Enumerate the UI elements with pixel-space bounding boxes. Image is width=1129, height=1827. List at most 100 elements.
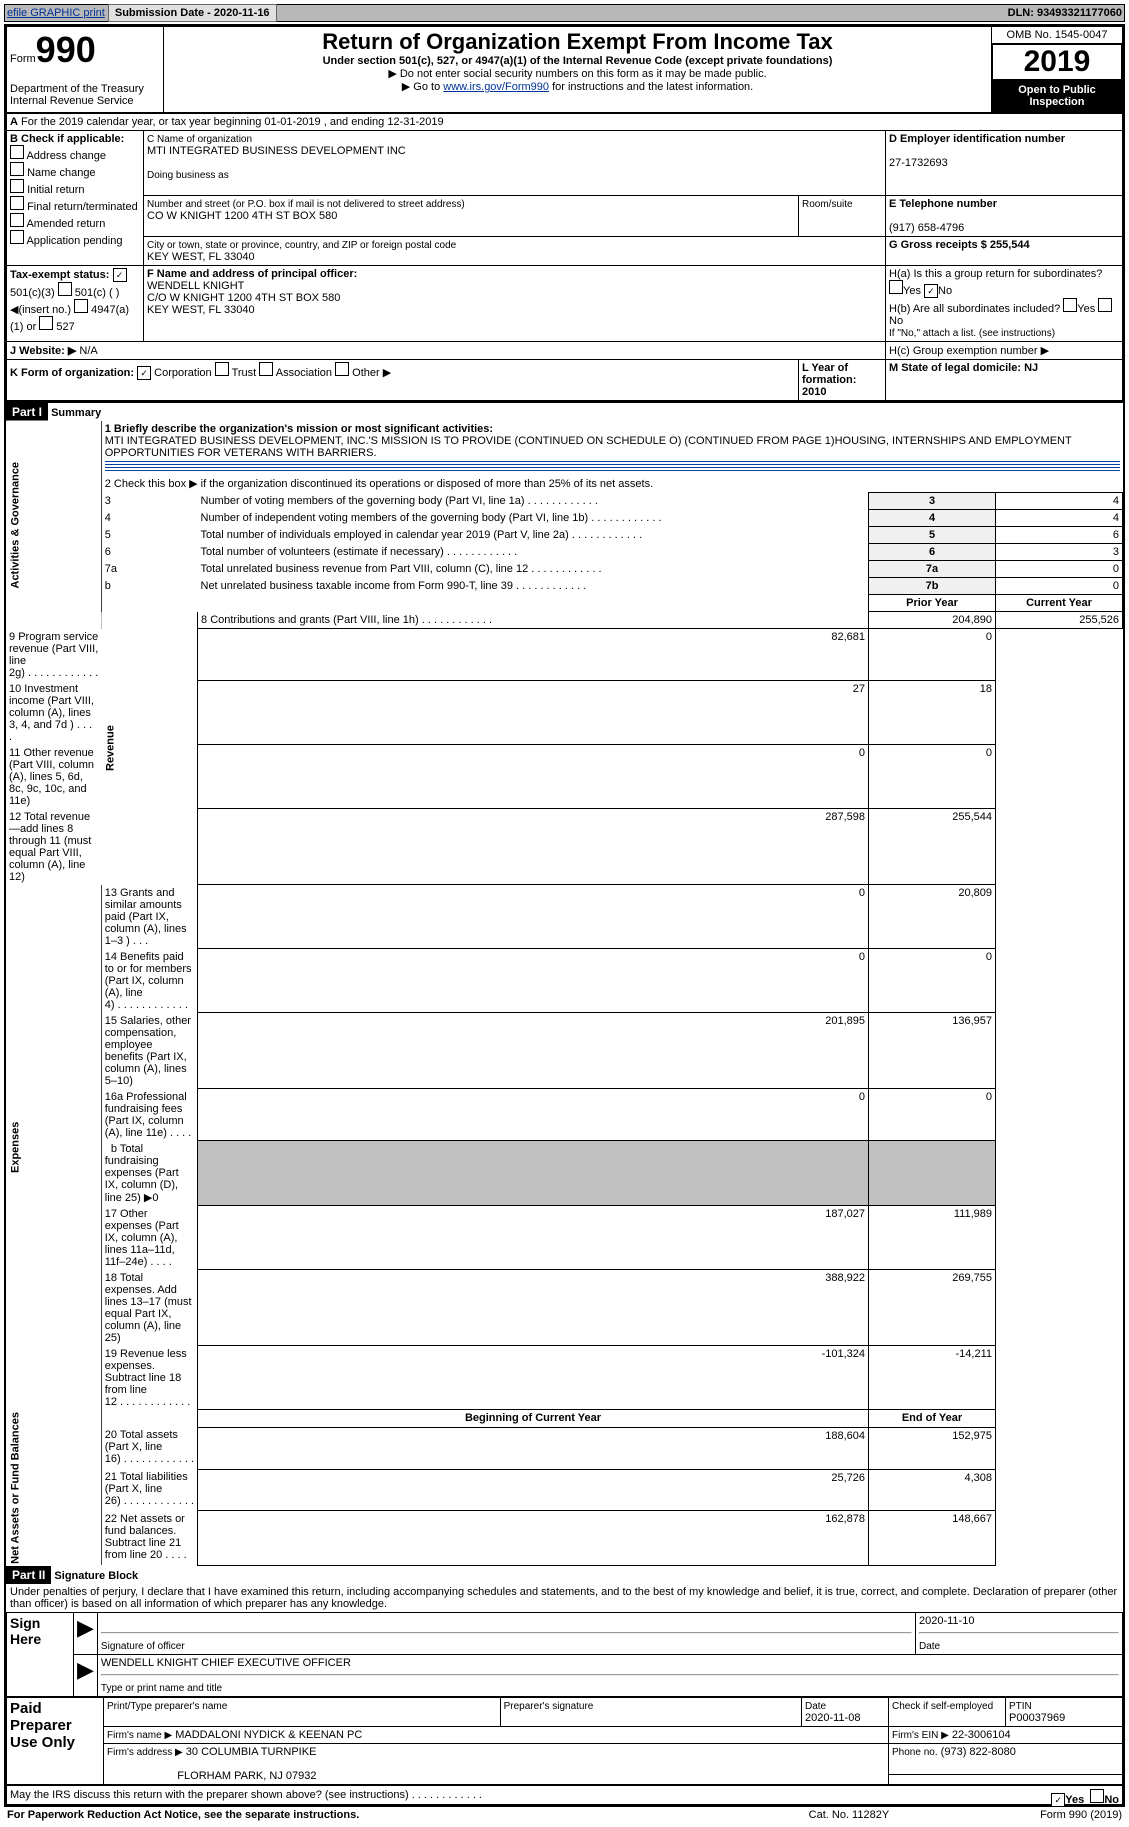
row-9-cy: 0 [869, 629, 996, 681]
row-16b-text: Total fundraising expenses (Part IX, col… [105, 1143, 179, 1204]
row-14-py: 0 [198, 949, 869, 1013]
row-12-py: 287,598 [198, 809, 869, 885]
row-11-cy: 0 [869, 745, 996, 809]
row-13-cy: 20,809 [869, 885, 996, 949]
row-18-text: Total expenses. Add lines 13–17 (must eq… [105, 1272, 192, 1344]
tax-year: 2019 [992, 44, 1122, 80]
chk-other[interactable] [335, 362, 349, 376]
sign-here-lbl: Sign Here [7, 1612, 74, 1696]
box-b-hdr: B Check if applicable: [10, 133, 124, 145]
efile-link[interactable]: efile GRAPHIC print [7, 7, 105, 19]
box-m-lbl: M State of legal domicile: NJ [889, 362, 1038, 374]
dln-label: DLN: 93493321177060 [1008, 7, 1122, 19]
no-ssn-note: ▶ Do not enter social security numbers o… [167, 67, 988, 80]
chk-name[interactable] [10, 162, 24, 176]
ha-no[interactable]: ✓ [924, 284, 938, 298]
officer-addr2: KEY WEST, FL 33040 [147, 304, 255, 316]
date-lbl: Date [919, 1641, 940, 1652]
init-return-lbl: Initial return [27, 184, 84, 196]
row-7b-nb: 7b [869, 578, 996, 595]
part1-title: Summary [51, 407, 101, 419]
row-9-py: 82,681 [198, 629, 869, 681]
row-5-text: Total number of individuals employed in … [198, 527, 869, 544]
form-container: Form990 Department of the Treasury Inter… [4, 24, 1125, 1807]
chk-501c[interactable] [58, 282, 72, 296]
firm-addr1: 30 COLUMBIA TURNPIKE [186, 1746, 317, 1758]
hb-note: If "No," attach a list. (see instruction… [889, 328, 1055, 339]
row-18-py: 388,922 [198, 1270, 869, 1346]
officer-name: WENDELL KNIGHT [147, 280, 244, 292]
top-bar: efile GRAPHIC print Submission Date - 20… [4, 4, 1125, 22]
q2-text: 2 Check this box ▶ if the organization d… [101, 475, 1122, 493]
prep-sig-lbl: Preparer's signature [504, 1701, 594, 1712]
paid-prep-hdr: Paid Preparer Use Only [7, 1697, 104, 1784]
chk-amend[interactable] [10, 213, 24, 227]
chk-app[interactable] [10, 230, 24, 244]
chk-trust[interactable] [215, 362, 229, 376]
firm-ein-lbl: Firm's EIN ▶ [892, 1730, 949, 1741]
hb-no[interactable] [1098, 298, 1112, 312]
row-13-py: 0 [198, 885, 869, 949]
chk-527[interactable] [39, 316, 53, 330]
room-lbl: Room/suite [802, 199, 853, 210]
submission-date-btn[interactable]: Submission Date - 2020-11-16 [108, 4, 277, 22]
irs-link[interactable]: www.irs.gov/Form990 [443, 81, 549, 93]
row-6-text: Total number of volunteers (estimate if … [198, 544, 869, 561]
row-8-py: 204,890 [869, 612, 996, 629]
ha-yes[interactable] [889, 280, 903, 294]
end-year-hdr: End of Year [869, 1410, 996, 1428]
501c3-lbl: 501(c)(3) [10, 287, 55, 299]
form-subtitle: Under section 501(c), 527, or 4947(a)(1)… [167, 55, 988, 67]
omb-label: OMB No. 1545-0047 [992, 27, 1122, 44]
irs-label: Internal Revenue Service [10, 95, 134, 107]
chk-501c3[interactable]: ✓ [113, 268, 127, 282]
row-21-cy: 4,308 [869, 1469, 996, 1511]
header-table: Form990 Department of the Treasury Inter… [6, 26, 1123, 113]
row-17-text: Other expenses (Part IX, column (A), lin… [105, 1208, 179, 1268]
sig-officer-lbl: Signature of officer [101, 1641, 185, 1652]
firm-name-lbl: Firm's name ▶ [107, 1730, 172, 1741]
discuss-no[interactable] [1090, 1789, 1104, 1803]
chk-init[interactable] [10, 179, 24, 193]
chk-4947[interactable] [74, 299, 88, 313]
row-14-text: Benefits paid to or for members (Part IX… [105, 951, 192, 1011]
row-7b-val: 0 [996, 578, 1123, 595]
street-lbl: Number and street (or P.O. box if mail i… [147, 199, 465, 210]
chk-assoc[interactable] [259, 362, 273, 376]
form-number: 990 [36, 29, 96, 70]
row-19-py: -101,324 [198, 1346, 869, 1410]
form-title: Return of Organization Exempt From Incom… [167, 29, 988, 55]
row-19-cy: -14,211 [869, 1346, 996, 1410]
row-20-cy: 152,975 [869, 1427, 996, 1469]
curr-year-hdr: Current Year [996, 595, 1123, 612]
officer-typed-name: WENDELL KNIGHT CHIEF EXECUTIVE OFFICER [101, 1657, 351, 1669]
box-c-lbl: C Name of organization [147, 134, 252, 145]
row-10-cy: 18 [869, 681, 996, 745]
row-5-val: 6 [996, 527, 1123, 544]
arrow-icon: ▶ [74, 1612, 98, 1654]
chk-final[interactable] [10, 196, 24, 210]
discuss-yes[interactable]: ✓ [1051, 1793, 1065, 1807]
box-j-lbl: J Website: ▶ [10, 345, 76, 357]
part2-title: Signature Block [54, 1570, 138, 1582]
city-val: KEY WEST, FL 33040 [147, 251, 255, 263]
box-i-lbl: Tax-exempt status: [10, 269, 109, 281]
prep-name-lbl: Print/Type preparer's name [107, 1701, 227, 1712]
box-d-lbl: D Employer identification number [889, 133, 1065, 145]
other-lbl: Other ▶ [352, 367, 391, 379]
exp-sidelabel: Expenses [6, 885, 101, 1410]
firm-phone-lbl: Phone no. [892, 1747, 938, 1758]
summary-table: Activities & Governance 1 Briefly descri… [6, 421, 1123, 1566]
entity-section: A For the 2019 calendar year, or tax yea… [6, 113, 1123, 401]
row-15-py: 201,895 [198, 1013, 869, 1089]
app-pending-lbl: Application pending [26, 235, 122, 247]
dept-label: Department of the Treasury [10, 83, 144, 95]
chk-corp[interactable]: ✓ [137, 366, 151, 380]
row-21-text: Total liabilities (Part X, line 26) [105, 1471, 194, 1507]
firm-addr2: FLORHAM PARK, NJ 07932 [177, 1770, 316, 1782]
box-k-lbl: K Form of organization: [10, 367, 134, 379]
chk-addr[interactable] [10, 145, 24, 159]
row-7a-nb: 7a [869, 561, 996, 578]
hb-yes[interactable] [1063, 298, 1077, 312]
assoc-lbl: Association [276, 367, 332, 379]
